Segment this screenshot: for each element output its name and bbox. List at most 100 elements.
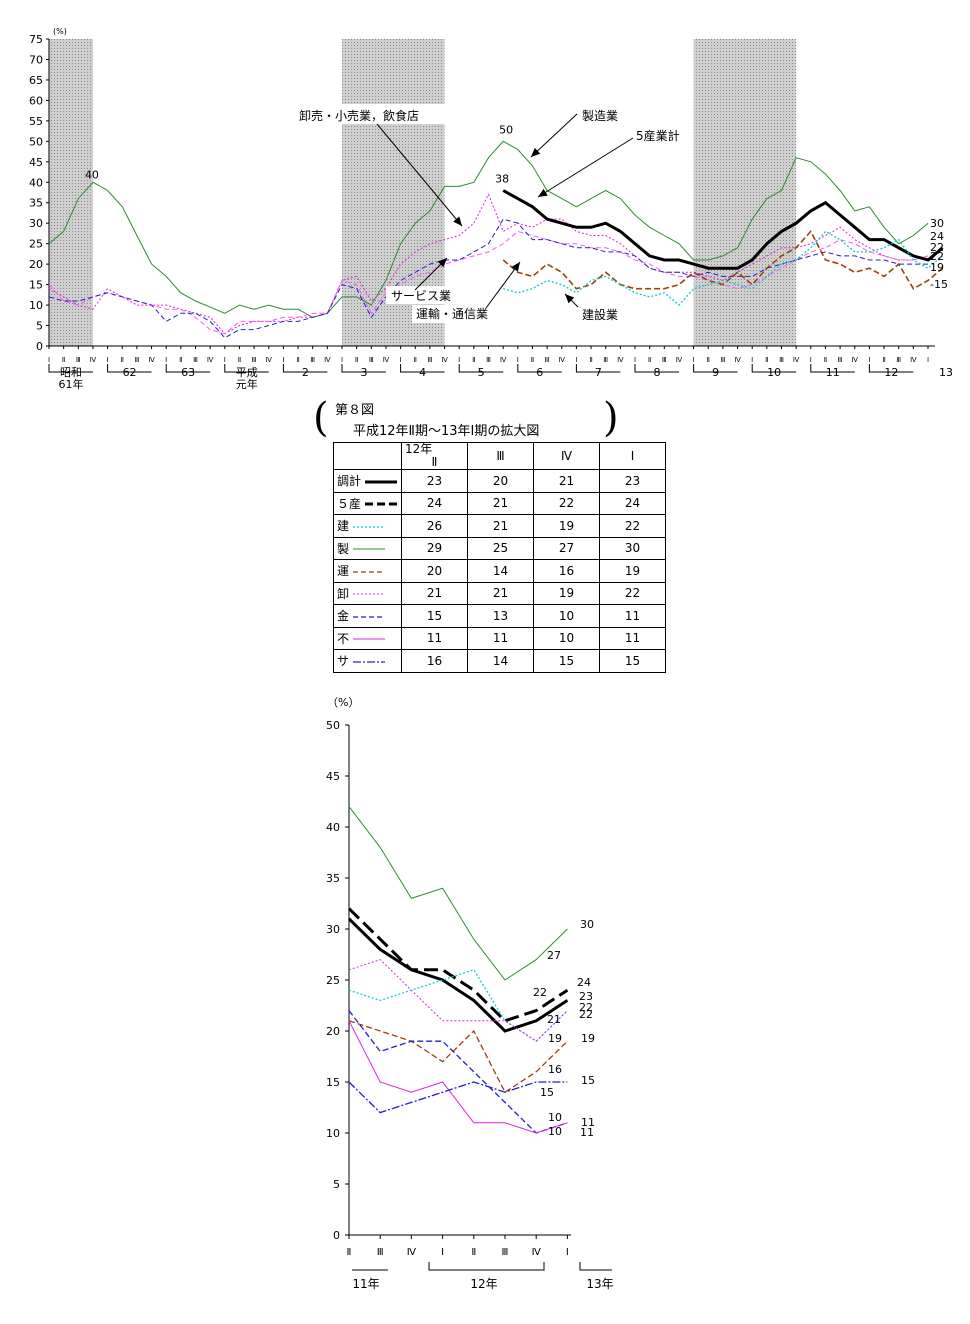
table-cell: 21 (467, 491, 534, 515)
y-tick-label: 55 (29, 115, 43, 128)
x-quarter-label: Ⅱ (589, 356, 592, 364)
value-label: 15 (581, 1074, 595, 1087)
legend-label: 運 (337, 564, 350, 579)
x-quarter-label: Ⅰ (927, 356, 929, 364)
x-quarter-label: Ⅲ (76, 356, 81, 364)
series-line (348, 1020, 568, 1134)
callout-label: 50 (499, 123, 513, 136)
y-tick-label: 0 (36, 340, 43, 353)
annotation-arrowhead (531, 147, 541, 157)
table-cell: 21 (533, 469, 600, 493)
value-label: 16 (548, 1063, 562, 1076)
year-bracket (810, 364, 855, 373)
table-cell: 11 (467, 626, 534, 650)
x-year-label: 4 (419, 366, 426, 379)
table-cell: 25 (467, 536, 534, 560)
table-cell: 13 (467, 604, 534, 628)
x-quarter-label: Ⅱ (471, 1247, 476, 1258)
y-tick-label: 30 (326, 923, 340, 936)
x-quarter-label: Ⅰ (48, 356, 50, 364)
y-tick-label: 10 (326, 1127, 340, 1140)
year-bracket (634, 364, 679, 373)
table-row: 金 15 13 10 11 (333, 604, 666, 628)
x-year-label: 5 (478, 366, 485, 379)
x-quarter-label: Ⅱ (179, 356, 182, 364)
callout-label: 40 (85, 168, 99, 181)
y-tick-label: 5 (333, 1178, 340, 1191)
legend-swatch (365, 480, 398, 484)
value-label: 11 (580, 1126, 594, 1139)
x-quarter-label: Ⅰ (107, 356, 109, 364)
y-tick-label: 40 (29, 176, 43, 189)
x-quarter-label: Ⅲ (545, 356, 550, 364)
figure-caption: 第８図 (335, 403, 375, 418)
x-year-label: 8 (653, 366, 660, 379)
table-row: 建 26 21 19 22 (333, 514, 666, 538)
y-tick-label: 35 (29, 197, 43, 210)
legend-cell: ５産 (333, 491, 402, 515)
y-tick-label: 45 (326, 770, 340, 783)
x-quarter-label: Ⅰ (165, 356, 167, 364)
x-year-label: 12 (884, 366, 898, 379)
value-label: 24 (577, 976, 591, 989)
x-quarter-label: Ⅲ (377, 1247, 384, 1258)
annotation-arrowhead (511, 262, 520, 272)
x-quarter-label: Ⅳ (441, 356, 448, 364)
x-year-label: 63 (181, 366, 195, 379)
x-quarter-label: Ⅲ (252, 356, 257, 364)
table-cell: 15 (533, 649, 600, 673)
y-tick-label: 20 (326, 1025, 340, 1038)
y-tick-label: 50 (326, 719, 340, 732)
x-quarter-label: Ⅱ (824, 356, 827, 364)
table-row: 製 29 25 27 30 (333, 536, 666, 560)
recession-band (49, 39, 93, 346)
x-quarter-label: Ⅳ (532, 1247, 542, 1258)
value-label: 22 (533, 986, 547, 999)
x-quarter-label: Ⅳ (407, 1247, 417, 1258)
y-tick-label: 25 (29, 238, 43, 251)
end-value-label: 19 (930, 261, 944, 274)
table-cell: 15 (599, 649, 666, 673)
callout-label: 38 (495, 172, 509, 185)
legend-label: 建 (337, 519, 350, 534)
x-quarter-label: Ⅲ (502, 1247, 509, 1258)
x-year-label: 昭和 (60, 366, 82, 379)
series-line (503, 230, 944, 307)
x-quarter-label: Ⅳ (852, 356, 859, 364)
legend-swatch (353, 638, 386, 640)
x-quarter-label: Ⅳ (559, 356, 566, 364)
annotation-background (293, 104, 503, 124)
year-bracket (693, 364, 738, 373)
annotation-leader (530, 113, 578, 158)
table-header-row: 12年 Ⅱ Ⅲ Ⅳ Ⅰ (333, 442, 666, 470)
value-label: 22 (579, 1001, 593, 1014)
x-year-label: 11 (826, 366, 840, 379)
value-label: 15 (540, 1086, 554, 1099)
zoom-line-chart: 0 5 10 15 20 25 30 35 40 45 50 （%） Ⅱ Ⅲ Ⅳ Ⅰ Ⅱ Ⅲ Ⅳ Ⅰ 11年 12年 13年… (326, 696, 614, 1291)
y-tick-label: 75 (29, 33, 43, 46)
x-quarter-label: Ⅱ (347, 1247, 352, 1258)
annotation-background (386, 286, 466, 304)
series-line (348, 969, 568, 1042)
table-cell: 10 (533, 626, 600, 650)
x-quarter-label: Ⅲ (662, 356, 667, 364)
x-quarter-label: Ⅰ (575, 356, 577, 364)
series-line (48, 140, 929, 318)
x-quarter-label: Ⅰ (868, 356, 870, 364)
table-cell: 11 (599, 604, 666, 628)
x-quarter-label: Ⅳ (676, 356, 683, 364)
legend-cell: 卸 (333, 581, 402, 605)
series-line (48, 230, 929, 335)
value-label: 19 (548, 1032, 562, 1045)
end-value-label: 24 (930, 230, 944, 243)
table-cell: 19 (599, 559, 666, 583)
table-cell: 22 (599, 581, 666, 605)
year-bracket (400, 364, 445, 373)
legend-cell: 不 (333, 626, 402, 650)
x-quarter-label: Ⅱ (121, 356, 124, 364)
legend-label: 卸 (337, 586, 350, 601)
value-label: 21 (547, 1013, 561, 1026)
annotation-leader (485, 261, 521, 309)
year-bracket (579, 1262, 612, 1271)
